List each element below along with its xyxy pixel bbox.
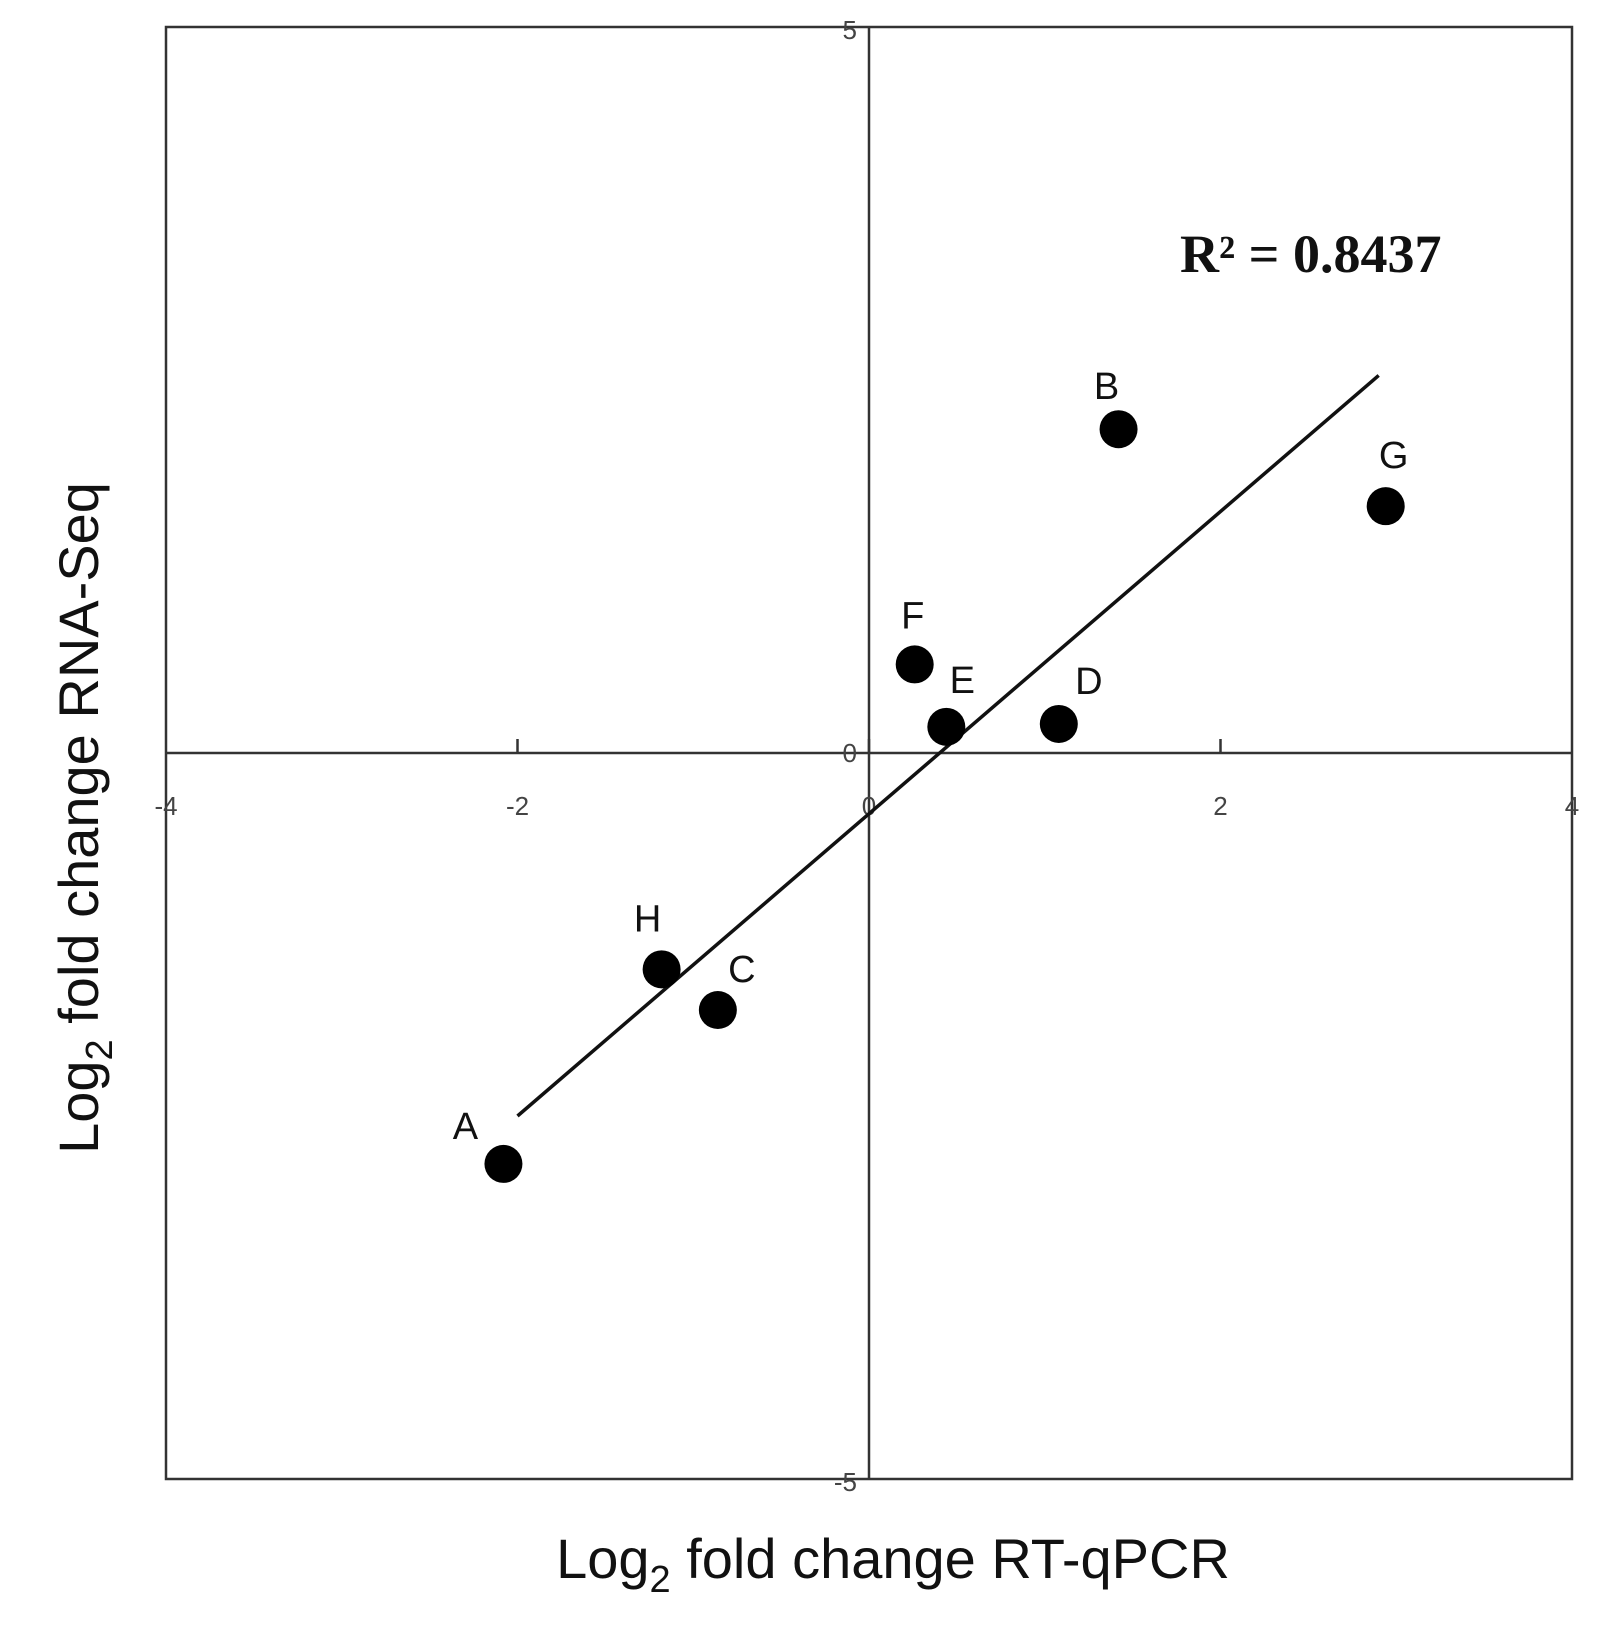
- x-ticks: -4 -2 0 2 4: [154, 739, 1579, 821]
- point-label-f: F: [901, 595, 924, 637]
- x-axis-title-main: Log: [556, 1527, 649, 1590]
- x-tick-label: 4: [1565, 791, 1579, 821]
- data-point-c: [698, 991, 737, 1030]
- data-points: [484, 410, 1405, 1183]
- x-axis-title: Log2 fold change RT-qPCR: [556, 1527, 1230, 1601]
- data-point-h: [642, 950, 681, 989]
- point-label-a: A: [453, 1106, 479, 1148]
- point-labels: A B C D EF G H: [453, 366, 1409, 1148]
- point-label-h: H: [634, 898, 661, 940]
- data-point-d: [1039, 704, 1078, 743]
- y-tick-label: 5: [843, 15, 857, 45]
- y-axis-title: Log2 fold change RNA-Seq: [47, 482, 121, 1154]
- data-point-a: [484, 1144, 523, 1183]
- point-label-d: D: [1075, 661, 1102, 703]
- data-point-f: [895, 645, 934, 684]
- y-ticks: 5 0 -5: [834, 15, 857, 1497]
- point-label-g: G: [1379, 435, 1409, 477]
- y-tick-label: -5: [834, 1467, 857, 1497]
- point-label-e: E: [950, 660, 975, 702]
- x-tick-label: 0: [862, 791, 876, 821]
- data-point-b: [1099, 410, 1138, 449]
- y-axis-title-main: Log: [47, 1060, 110, 1153]
- x-tick-label: -4: [154, 791, 177, 821]
- data-point-g: [1366, 487, 1405, 526]
- y-tick-label: 0: [843, 738, 857, 768]
- x-tick-label: -2: [506, 791, 529, 821]
- y-axis-title-subscript: 2: [79, 1039, 121, 1060]
- point-label-c: C: [728, 949, 755, 991]
- y-axis-title-rest: fold change RNA-Seq: [47, 482, 110, 1039]
- x-tick-label: 2: [1213, 791, 1227, 821]
- data-point-e: [927, 707, 966, 746]
- x-axis-title-subscript: 2: [650, 1559, 671, 1601]
- x-axis-title-rest: fold change RT-qPCR: [671, 1527, 1230, 1590]
- point-label-b: B: [1094, 366, 1119, 408]
- r-squared-annotation: R² = 0.8437: [1180, 224, 1441, 284]
